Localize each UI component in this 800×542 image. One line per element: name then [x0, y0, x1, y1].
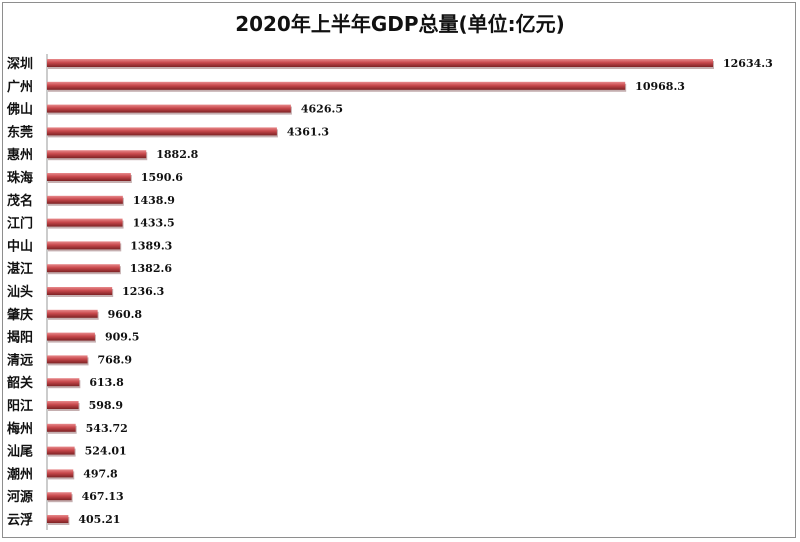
bar [47, 264, 120, 273]
bar [47, 355, 88, 364]
category-label: 揭阳 [7, 330, 33, 346]
bar [47, 218, 123, 227]
bar [47, 59, 713, 67]
value-label: 524.01 [85, 445, 127, 458]
value-label: 10968.3 [635, 80, 685, 93]
category-label: 珠海 [7, 170, 33, 186]
value-label: 1389.3 [130, 239, 172, 252]
bar [47, 287, 113, 295]
category-label: 河源 [7, 489, 33, 505]
bar [47, 173, 131, 181]
value-label: 4626.5 [301, 103, 343, 116]
category-label: 汕尾 [7, 444, 33, 460]
bar [47, 492, 72, 501]
category-label: 广州 [7, 79, 33, 95]
value-label: 467.13 [82, 490, 124, 503]
bar [47, 332, 95, 341]
bar [47, 127, 277, 136]
bar [47, 309, 98, 318]
category-label: 惠州 [7, 147, 33, 163]
category-label: 湛江 [7, 261, 33, 277]
value-label: 1433.5 [133, 217, 175, 230]
category-label: 云浮 [7, 512, 33, 528]
bar [47, 195, 123, 204]
bar [47, 423, 76, 432]
value-label: 1590.6 [141, 171, 183, 184]
category-label: 清远 [7, 352, 33, 368]
bar [47, 469, 74, 478]
value-label: 909.5 [105, 331, 139, 344]
bars-group: 深圳 12634.3 广州 10968.3 佛山 4626.5 东莞 4361.3 惠州 1882… [6, 56, 773, 528]
bar [47, 446, 75, 455]
value-label: 598.9 [89, 399, 123, 412]
category-label: 肇庆 [6, 307, 33, 323]
value-label: 960.8 [108, 308, 143, 321]
value-label: 768.9 [98, 353, 132, 366]
bar [47, 515, 69, 523]
category-label: 阳江 [7, 398, 33, 414]
value-label: 543.72 [86, 422, 128, 435]
category-label: 韶关 [7, 375, 33, 391]
bar [47, 378, 80, 387]
value-label: 613.8 [89, 376, 124, 389]
value-label: 1382.6 [130, 262, 172, 275]
bar [47, 81, 626, 90]
value-label: 1236.3 [122, 285, 164, 298]
chart-title: 2020年上半年GDP总量(单位:亿元) [235, 12, 565, 36]
category-label: 中山 [7, 238, 33, 254]
category-label: 深圳 [7, 56, 33, 72]
category-label: 汕头 [7, 284, 33, 300]
value-label: 1438.9 [133, 194, 175, 207]
category-label: 江门 [7, 216, 33, 232]
bar [47, 150, 147, 159]
category-label: 茂名 [7, 193, 33, 209]
value-label: 1882.8 [156, 148, 198, 161]
value-label: 497.8 [83, 467, 118, 480]
category-label: 潮州 [7, 466, 33, 482]
bar [47, 241, 121, 250]
value-label: 405.21 [78, 513, 120, 526]
bar [47, 401, 79, 409]
value-label: 4361.3 [287, 125, 329, 138]
category-label: 佛山 [6, 102, 33, 118]
bar [47, 104, 291, 113]
category-label: 梅州 [7, 421, 33, 437]
value-label: 12634.3 [723, 57, 773, 70]
category-label: 东莞 [7, 124, 33, 140]
